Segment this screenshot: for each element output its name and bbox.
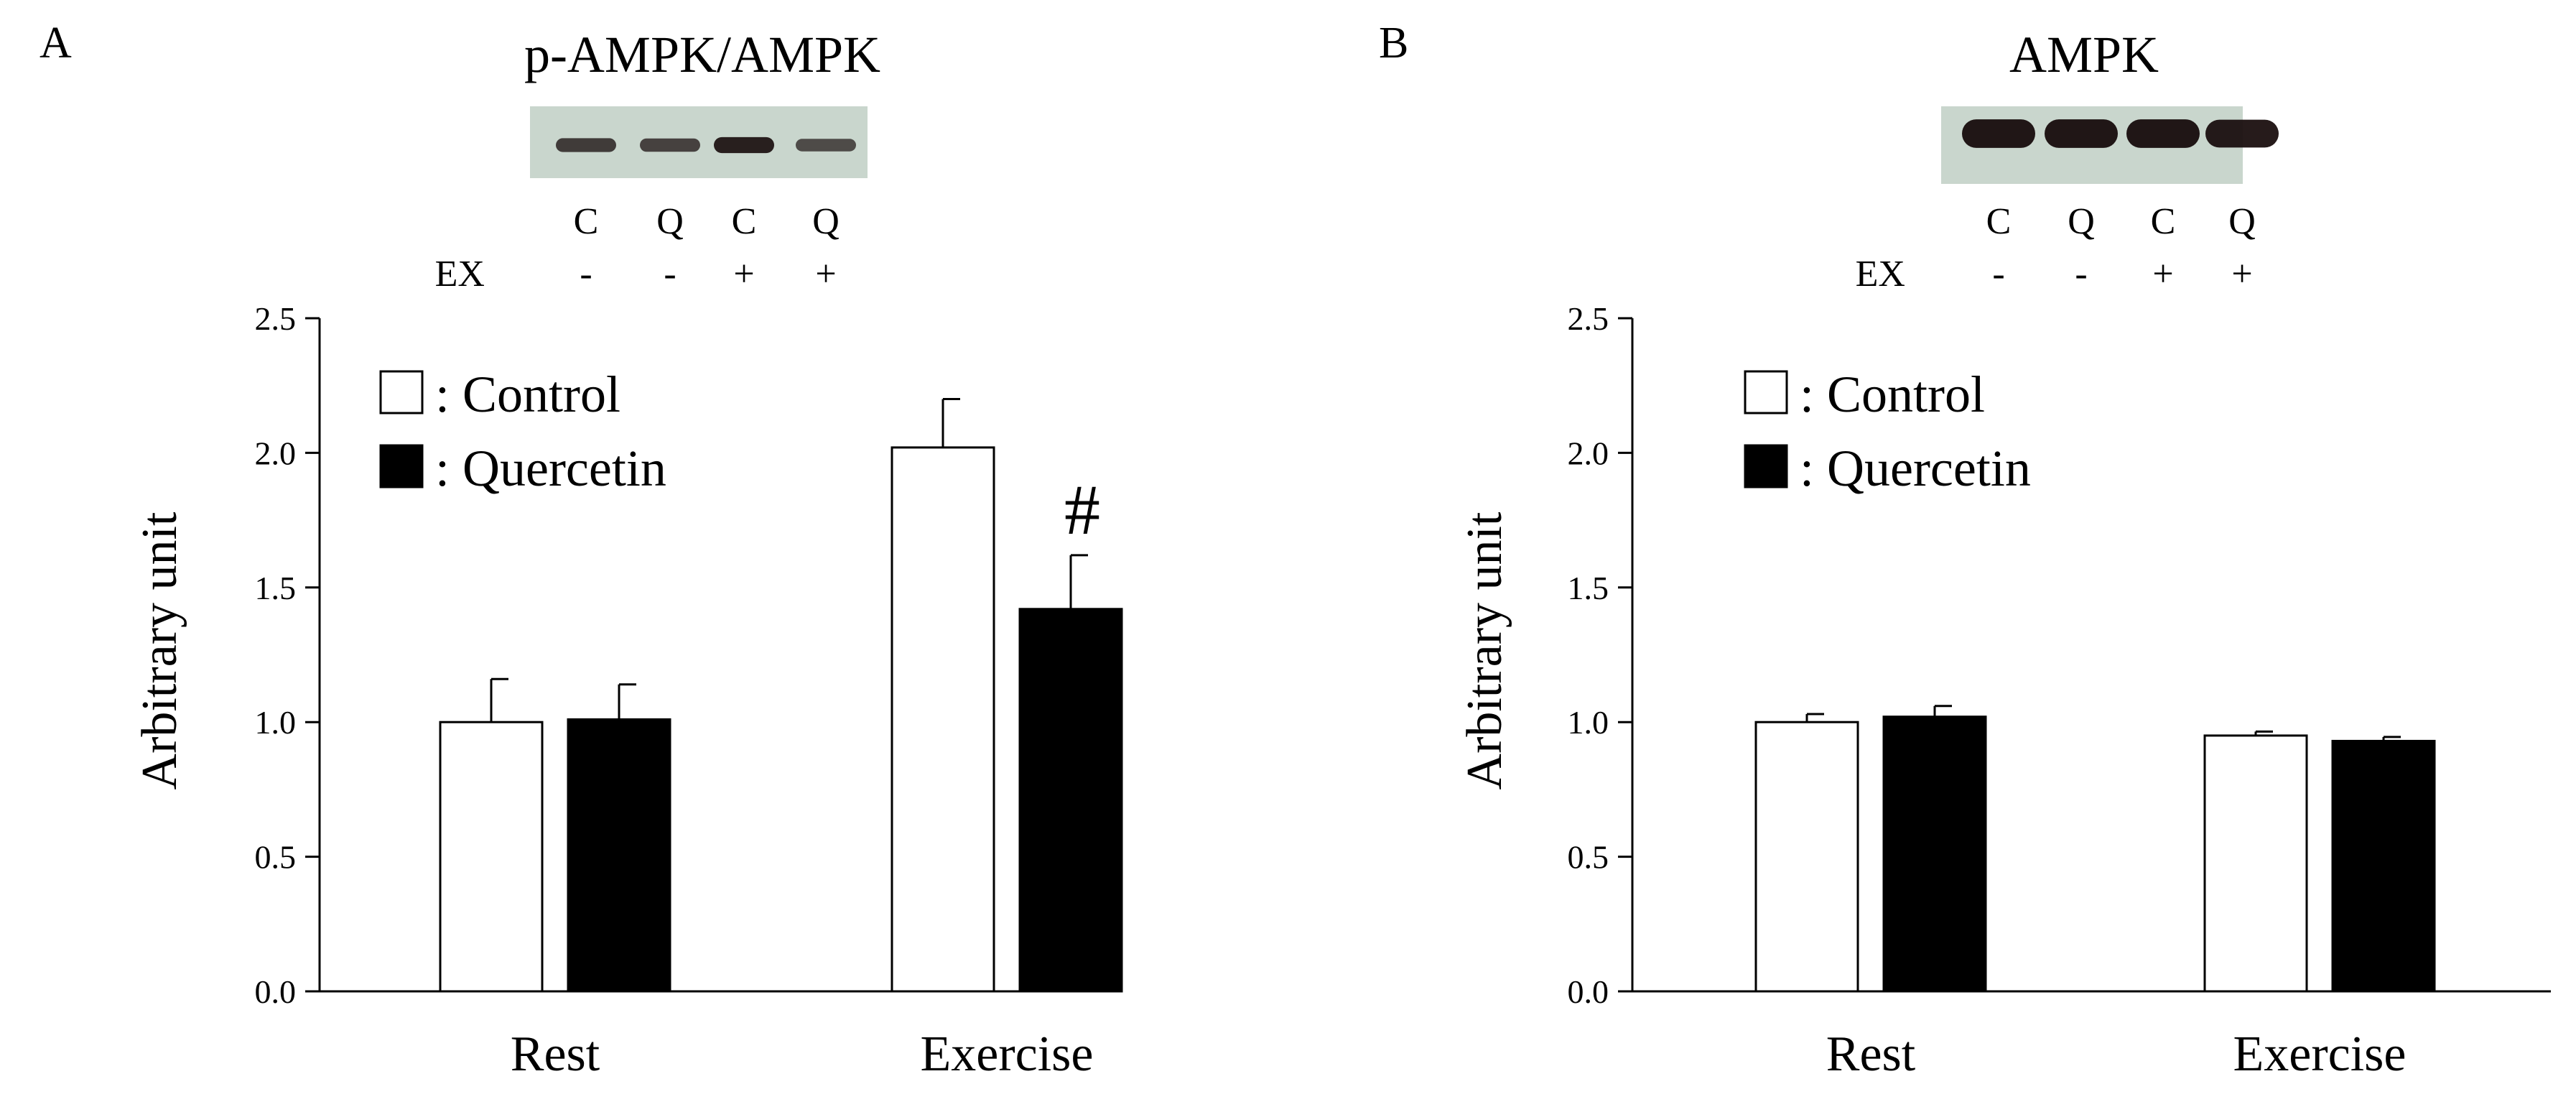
bar (1882, 715, 1987, 993)
ex-sign: - (1992, 254, 2004, 295)
y-tick-label: 0.0 (255, 973, 297, 1010)
legend-label-quercetin: : Quercetin (435, 440, 666, 497)
ex-sign: - (2075, 254, 2087, 295)
ex-sign: - (664, 254, 676, 295)
lane-label: C (2151, 201, 2176, 242)
lane-label: C (1986, 201, 2012, 242)
lane-label: Q (812, 201, 840, 242)
legend-label-control: : Control (435, 366, 620, 423)
legend: : Control : Quercetin (379, 366, 666, 497)
lane-label: C (732, 201, 757, 242)
blot-band (2045, 119, 2118, 148)
y-tick-label: 0.0 (1568, 973, 1609, 1010)
y-tick-label: 1.0 (255, 704, 297, 741)
y-tick-label: 0.5 (1568, 839, 1609, 876)
x-category-label: Rest (1826, 1027, 1916, 1082)
panel-letter: B (1379, 19, 1408, 68)
lane-label: Q (2068, 201, 2095, 242)
lane-label: Q (2228, 201, 2256, 242)
y-tick-label: 1.5 (255, 570, 297, 606)
lane-label: C (574, 201, 599, 242)
panel-letter: A (39, 19, 72, 68)
ex-label: EX (1856, 254, 1905, 295)
y-axis-label: Arbitrary unit (132, 511, 187, 789)
legend: : Control : Quercetin (1744, 366, 2031, 497)
blot-band (2205, 119, 2279, 148)
x-category-label: Rest (511, 1027, 600, 1082)
significance-marker: # (1064, 470, 1100, 550)
legend-swatch-control (1744, 370, 1788, 414)
x-category-label: Exercise (921, 1027, 1094, 1082)
western-blot (1941, 106, 2279, 184)
ex-sign: + (2152, 254, 2173, 295)
y-tick-label: 2.0 (255, 435, 297, 471)
blot-band (796, 139, 856, 152)
y-tick-label: 2.5 (255, 300, 297, 337)
panel-b: B AMPK C - Q - C + Q + EX 0.0 0.5 1.0 1.5 2.0 2.5 Arbitra… (1379, 19, 2551, 1082)
y-tick-label: 1.0 (1568, 704, 1609, 741)
y-axis-label: Arbitrary unit (1457, 511, 1512, 789)
blot-band (556, 138, 616, 152)
ex-sign: + (2231, 254, 2252, 295)
bar (891, 446, 995, 993)
legend-swatch-quercetin (379, 444, 424, 488)
y-tick-label: 1.5 (1568, 570, 1609, 606)
y-tick-label: 2.5 (1568, 300, 1609, 337)
x-category-label: Exercise (2233, 1027, 2407, 1082)
bar (2331, 739, 2436, 993)
blot-title: AMPK (2009, 26, 2159, 83)
y-tick-label: 2.0 (1568, 435, 1609, 471)
bar (439, 721, 544, 993)
bar (1754, 721, 1859, 993)
lane-label: Q (656, 201, 684, 242)
legend-label-quercetin: : Quercetin (1800, 440, 2031, 497)
blot-band (640, 138, 700, 152)
y-tick-label: 0.5 (255, 839, 297, 876)
bar (567, 718, 671, 993)
blot-band (714, 136, 774, 154)
blot-band (1962, 119, 2035, 148)
western-blot (530, 106, 868, 178)
ex-sign: + (815, 254, 836, 295)
ex-sign: + (733, 254, 754, 295)
ex-sign: - (580, 254, 592, 295)
blot-title: p-AMPK/AMPK (524, 26, 880, 83)
legend-swatch-quercetin (1744, 444, 1788, 488)
bar (2203, 734, 2308, 993)
ex-label: EX (435, 254, 485, 295)
bar (1018, 608, 1123, 993)
legend-label-control: : Control (1800, 366, 1985, 423)
legend-swatch-control (379, 370, 424, 414)
blot-band (2126, 119, 2200, 148)
